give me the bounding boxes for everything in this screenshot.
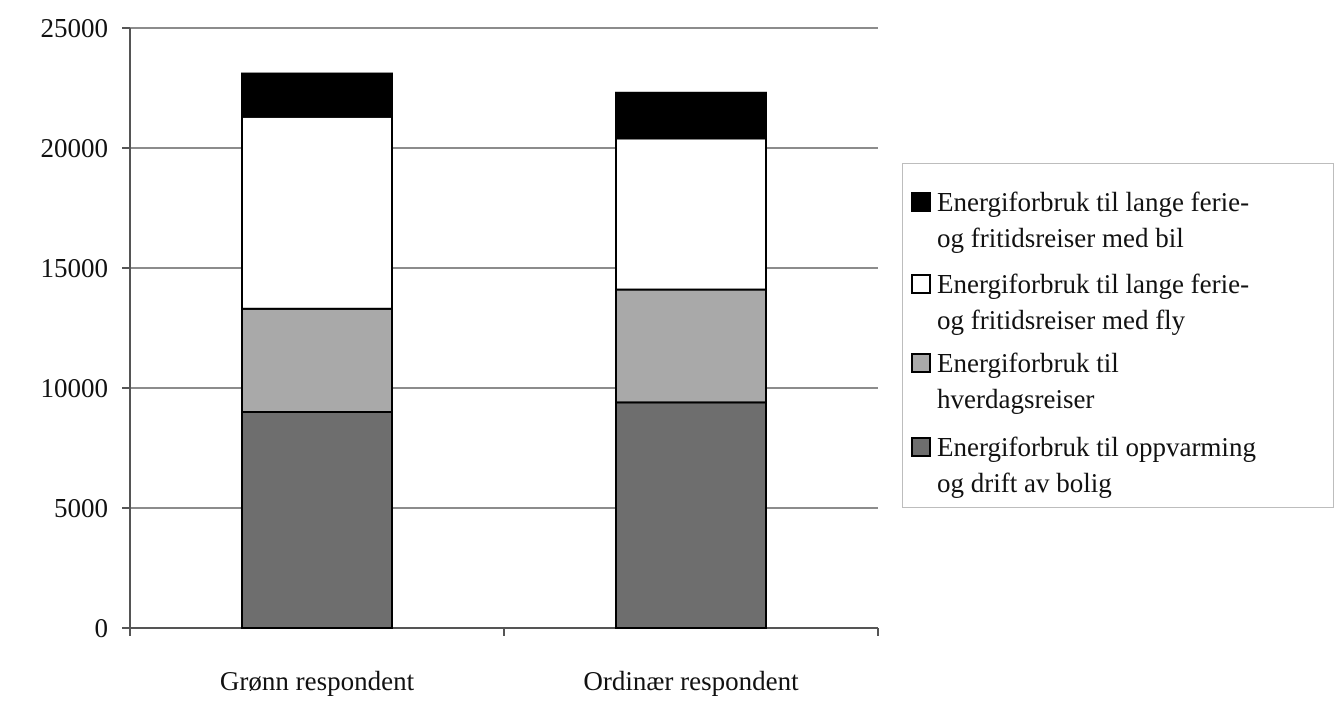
legend-label-everyday-travel: Energiforbruk til hverdagsreiser [937,348,1119,414]
y-tick-label: 0 [95,613,109,643]
legend-label-housing: Energiforbruk til oppvarming og drift av… [937,432,1256,498]
bar-segment-2-ordinaer [615,288,767,404]
bar-segment-4-gronn [241,72,393,118]
y-tick-label: 10000 [41,373,109,403]
y-tick-label: 5000 [54,493,108,523]
legend-label-car: Energiforbruk til lange ferie- og fritid… [937,187,1250,253]
bar-segment-1-gronn [241,411,393,629]
chart-legend: Energiforbruk til lange ferie- og fritid… [902,163,1334,508]
legend-swatch-housing [911,437,931,457]
y-tick-label: 25000 [41,13,109,43]
bar-segment-1-ordinaer [615,401,767,629]
bar-segment-4-ordinaer [615,91,767,140]
x-tick-label: Grønn respondent [220,666,415,696]
x-tick-label: Ordinær respondent [583,666,799,696]
legend-swatch-car [911,192,931,212]
y-tick-label: 20000 [41,133,109,163]
legend-swatch-plane [911,274,931,294]
bar-segment-3-ordinaer [615,137,767,291]
bar-segment-2-gronn [241,307,393,413]
legend-swatch-everyday-travel [911,353,931,373]
y-tick-label: 15000 [41,253,109,283]
legend-label-plane: Energiforbruk til lange ferie- og fritid… [937,269,1250,335]
bar-segment-3-gronn [241,115,393,310]
